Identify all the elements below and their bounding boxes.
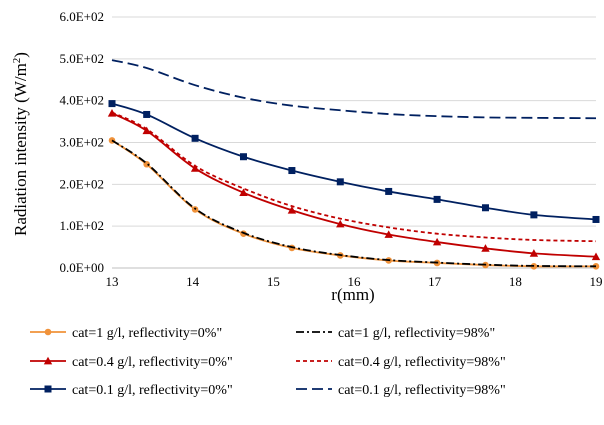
data-point: [288, 167, 296, 175]
data-point: [44, 328, 52, 336]
y-tick-label: 4.0E+02: [59, 93, 104, 108]
series-4: [111, 111, 597, 243]
grid-lines: [112, 16, 596, 227]
y-tick-label: 0.0E+00: [59, 260, 104, 275]
legend-label: cat=0.4 g/l, reflectivity=98%": [338, 355, 506, 370]
series-2: [111, 139, 597, 268]
data-point: [481, 204, 489, 212]
data-point: [530, 211, 538, 219]
y-axis-label: Radiation intensity (W/m2): [11, 52, 30, 236]
legend-label: cat=1 g/l, reflectivity=0%": [72, 326, 222, 341]
data-point: [190, 164, 200, 172]
y-axis-label-superscript: 2: [11, 58, 23, 64]
data-point: [142, 126, 151, 135]
data-point: [481, 244, 490, 252]
x-tick-label: 13: [106, 274, 119, 289]
y-tick-label: 2.0E+02: [59, 176, 104, 191]
legend-label: cat=0.1 g/l, reflectivity=0%": [72, 383, 233, 398]
data-point: [592, 215, 600, 223]
x-tick-label: 15: [267, 274, 280, 289]
data-point: [336, 219, 345, 228]
data-point: [385, 187, 393, 195]
data-point: [529, 249, 539, 257]
data-point: [336, 178, 344, 186]
legend-item: cat=0.4 g/l, reflectivity=98%": [296, 355, 506, 370]
y-tick-label: 6.0E+02: [59, 9, 104, 24]
series-line: [111, 139, 597, 268]
legend-item: cat=0.1 g/l, reflectivity=0%": [30, 383, 233, 398]
legend: cat=1 g/l, reflectivity=0%" cat=1 g/l, re…: [30, 326, 506, 398]
y-tick-labels: 0.0E+00 1.0E+02 2.0E+02 3.0E+02 4.0E+02 5.0E+…: [59, 9, 104, 275]
x-tick-label: 18: [509, 274, 522, 289]
legend-item: cat=0.4 g/l, reflectivity=0%": [30, 355, 233, 370]
data-point: [239, 188, 248, 197]
data-point: [108, 100, 116, 108]
x-tick-label: 19: [590, 274, 603, 289]
x-tick-labels: 13 14 15 16 17 18 19: [106, 274, 603, 289]
series-3: [107, 109, 601, 261]
legend-label: cat=0.4 g/l, reflectivity=0%": [72, 355, 233, 370]
data-point: [143, 110, 151, 118]
x-axis-label: r(mm): [331, 285, 374, 304]
x-tick-label: 14: [186, 274, 200, 289]
data-point: [591, 252, 601, 261]
series-6: [111, 59, 597, 120]
x-tick-label: 16: [348, 274, 362, 289]
series-line: [111, 59, 597, 120]
data-point: [432, 237, 442, 246]
series-line: [111, 111, 597, 243]
y-axis-label-main: Radiation intensity (W/m: [11, 63, 30, 236]
legend-item: cat=1 g/l, reflectivity=0%": [30, 326, 222, 341]
data-point: [44, 385, 52, 393]
legend-item: cat=1 g/l, reflectivity=98%": [296, 326, 495, 341]
y-axis-label-tail: ): [11, 52, 30, 58]
legend-item: cat=0.1 g/l, reflectivity=98%": [296, 383, 506, 398]
series-5: [108, 100, 600, 223]
data-series: [107, 59, 601, 270]
data-point: [43, 356, 53, 365]
data-point: [433, 195, 441, 203]
y-tick-label: 3.0E+02: [59, 135, 104, 150]
data-point: [239, 153, 247, 161]
y-tick-label: 5.0E+02: [59, 51, 104, 66]
x-tick-label: 17: [428, 274, 442, 289]
legend-label: cat=1 g/l, reflectivity=98%": [338, 326, 495, 341]
legend-label: cat=0.1 g/l, reflectivity=98%": [338, 383, 506, 398]
data-point: [384, 230, 393, 238]
series-1: [108, 137, 600, 270]
y-tick-label: 1.0E+02: [59, 218, 104, 233]
data-point: [191, 134, 199, 142]
data-point: [287, 206, 297, 214]
